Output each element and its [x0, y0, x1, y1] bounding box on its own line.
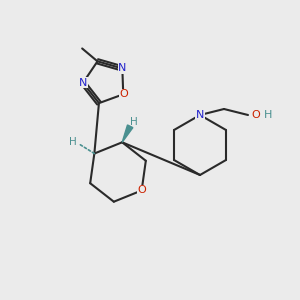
- Text: O: O: [137, 185, 146, 196]
- Text: N: N: [79, 78, 87, 88]
- Text: O: O: [252, 110, 260, 120]
- Text: N: N: [118, 64, 127, 74]
- Text: H: H: [264, 110, 272, 120]
- Text: H: H: [130, 117, 138, 127]
- Text: H: H: [70, 136, 77, 146]
- Text: O: O: [120, 89, 129, 99]
- Polygon shape: [122, 125, 133, 142]
- Text: N: N: [196, 110, 204, 120]
